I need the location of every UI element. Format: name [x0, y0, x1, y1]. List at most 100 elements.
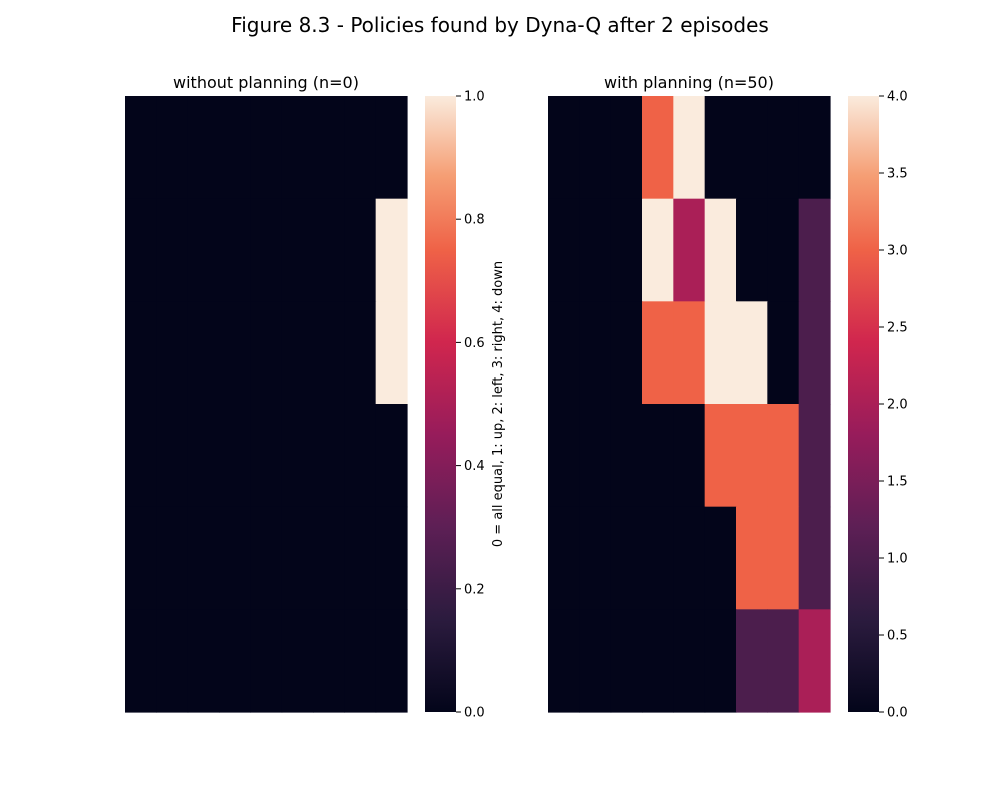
heatmap-cell: [610, 609, 643, 713]
colorbar-tick-label: 0.0: [464, 706, 485, 721]
heatmap-cell: [281, 506, 314, 610]
heatmap-cell: [704, 609, 737, 713]
heatmap-cell: [375, 301, 408, 405]
heatmap-cell: [610, 96, 643, 200]
heatmap-cell: [219, 404, 251, 508]
heatmap-cell: [281, 609, 314, 713]
heatmap-cell: [313, 609, 345, 713]
heatmap-cell: [156, 609, 189, 713]
heatmap-cell: [642, 506, 674, 610]
heatmap-cell: [642, 96, 674, 200]
heatmap-cell: [767, 198, 800, 302]
heatmap-cell: [219, 609, 251, 713]
heatmap-cell: [375, 609, 408, 713]
heatmap-cell: [344, 96, 377, 200]
colorbar-tick-label: 2.0: [887, 398, 908, 413]
heatmap-cell: [156, 96, 189, 200]
heatmap-cell: [767, 404, 800, 508]
colorbar-tick-label: 1.5: [887, 475, 908, 490]
heatmap-cell: [344, 506, 377, 610]
heatmap-cell: [610, 404, 643, 508]
heatmap-cell: [736, 301, 768, 405]
heatmap-cell: [704, 404, 737, 508]
heatmap-cell: [673, 198, 706, 302]
colorbar-right-ticks: 0.0 0.5 1.0 1.5 2.0 2.5 3.0 3.5 4.0: [879, 90, 908, 721]
colorbar-tick-label: 0.0: [887, 706, 908, 721]
heatmap-cell: [156, 506, 189, 610]
heatmap-cell: [579, 198, 612, 302]
heatmap-cell: [125, 301, 157, 405]
heatmap-cell: [673, 301, 706, 405]
heatmap-cell: [579, 301, 612, 405]
heatmap-cell: [673, 404, 706, 508]
heatmap-cell: [798, 506, 831, 610]
heatmap-cell: [642, 609, 674, 713]
heatmap-cell: [704, 506, 737, 610]
heatmap-cell: [281, 198, 314, 302]
heatmap-cell: [313, 506, 345, 610]
heatmap-cell: [548, 609, 580, 713]
heatmap-cell: [548, 404, 580, 508]
heatmap-cells-left: [125, 96, 408, 713]
heatmap-cell: [579, 96, 612, 200]
colorbar-tick-label: 4.0: [887, 90, 908, 105]
heatmap-cell: [125, 506, 157, 610]
heatmap-cell: [219, 506, 251, 610]
heatmap-cell: [250, 609, 283, 713]
heatmap-cell: [579, 506, 612, 610]
heatmap-cell: [579, 609, 612, 713]
heatmap-cell: [548, 301, 580, 405]
colorbar-tick-label: 0.5: [887, 629, 908, 644]
heatmap-cell: [187, 404, 220, 508]
colorbar-left-label: 0 = all equal, 1: up, 2: left, 3: right,…: [491, 261, 506, 547]
heatmap-panel-left: without planning (n=0): [125, 73, 408, 713]
heatmap-cell: [704, 198, 737, 302]
heatmap-cell: [798, 609, 831, 713]
heatmap-cell: [187, 96, 220, 200]
colorbar-left: 0.0 0.2 0.4 0.6 0.8 1.0 0 = all equal, 1: up,…: [425, 90, 506, 721]
heatmap-cell: [673, 609, 706, 713]
heatmap-cell: [375, 198, 408, 302]
heatmap-cell: [736, 506, 768, 610]
heatmap-cell: [673, 96, 706, 200]
heatmap-cell: [281, 301, 314, 405]
colorbar-right: 0.0 0.5 1.0 1.5 2.0 2.5 3.0 3.5 4.0: [848, 90, 908, 721]
heatmap-cell: [281, 404, 314, 508]
heatmap-cell: [375, 404, 408, 508]
heatmap-cell: [798, 404, 831, 508]
heatmap-cell: [798, 301, 831, 405]
heatmap-cell: [250, 404, 283, 508]
colorbar-tick-label: 3.0: [887, 244, 908, 259]
heatmap-cell: [736, 404, 768, 508]
heatmap-cell: [673, 506, 706, 610]
heatmap-cell: [548, 96, 580, 200]
heatmap-cell: [125, 609, 157, 713]
colorbar-tick-label: 0.6: [464, 336, 485, 351]
heatmap-cell: [736, 609, 768, 713]
heatmap-cell: [250, 198, 283, 302]
heatmap-cell: [548, 506, 580, 610]
heatmap-cell: [767, 609, 800, 713]
heatmap-cell: [767, 506, 800, 610]
heatmap-panel-right: with planning (n=50): [548, 73, 831, 713]
colorbar-tick-label: 0.2: [464, 582, 485, 597]
heatmap-cell: [156, 301, 189, 405]
heatmap-cell: [344, 609, 377, 713]
heatmap-cell: [344, 301, 377, 405]
heatmap-cell: [125, 198, 157, 302]
heatmap-cell: [704, 301, 737, 405]
heatmap-cell: [767, 301, 800, 405]
colorbar-tick-label: 3.5: [887, 167, 908, 182]
heatmap-cell: [736, 96, 768, 200]
heatmap-cell: [187, 198, 220, 302]
heatmap-cell: [250, 506, 283, 610]
heatmap-cell: [125, 404, 157, 508]
heatmap-cell: [610, 301, 643, 405]
heatmap-cell: [579, 404, 612, 508]
heatmap-cell: [313, 198, 345, 302]
heatmap-cell: [313, 301, 345, 405]
heatmap-cell: [375, 96, 408, 200]
heatmap-cell: [187, 506, 220, 610]
heatmap-cell: [767, 96, 800, 200]
